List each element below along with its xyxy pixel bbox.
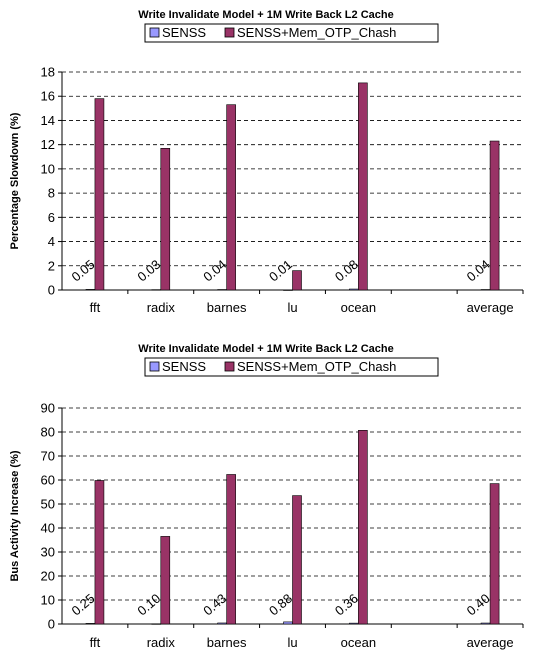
data-label-senss: 0.04	[464, 257, 493, 285]
y-tick-label: 8	[48, 186, 55, 201]
legend-swatch-senss-otp	[224, 27, 235, 38]
y-tick-label: 12	[41, 137, 55, 152]
y-tick-label: 10	[41, 593, 55, 608]
data-label-senss: 0.25	[69, 591, 98, 619]
y-tick-label: 60	[41, 473, 55, 488]
legend-swatch-senss	[149, 361, 160, 372]
bar-senss-otp	[358, 82, 368, 291]
y-tick-label: 80	[41, 425, 55, 440]
bar-senss	[217, 622, 227, 625]
data-label-senss: 0.36	[332, 591, 361, 619]
bar-senss	[85, 289, 96, 291]
x-tick-label: average	[467, 635, 514, 650]
y-tick-label: 40	[41, 521, 55, 536]
x-tick-label: average	[467, 300, 514, 315]
x-tick-label: fft	[90, 300, 101, 315]
bar-senss	[283, 289, 293, 291]
bar-senss	[480, 289, 491, 291]
bar-senss	[151, 623, 162, 625]
y-axis-label: Bus Activity Increase (%)	[9, 450, 21, 581]
y-tick-label: 14	[41, 113, 55, 128]
legend-label-senss-otp: SENSS+Mem_OTP_Chash	[237, 359, 396, 374]
bar-senss	[151, 289, 162, 291]
bar-senss-otp	[226, 104, 236, 291]
y-tick-label: 10	[41, 161, 55, 176]
bar-senss-otp	[160, 536, 171, 625]
bar-senss-otp	[94, 480, 105, 625]
data-label-senss: 0.05	[69, 257, 98, 285]
y-tick-label: 0	[48, 617, 55, 632]
x-tick-label: ocean	[341, 300, 376, 315]
bar-senss-otp	[226, 474, 236, 625]
chart-title: Write Invalidate Model + 1M Write Back L…	[138, 343, 393, 355]
legend-swatch-senss-otp	[224, 361, 235, 372]
legend: SENSS SENSS+Mem_OTP_Chash	[144, 23, 439, 43]
x-tick-label: radix	[147, 300, 176, 315]
y-tick-label: 4	[48, 234, 55, 249]
bar-senss	[217, 289, 227, 291]
bar-senss	[283, 621, 293, 625]
data-label-senss: 0.08	[332, 257, 361, 285]
data-label-senss: 0.88	[266, 591, 295, 619]
legend-box	[144, 23, 439, 43]
x-tick-label: ocean	[341, 635, 376, 650]
data-label-senss: 0.43	[200, 591, 229, 619]
bar-senss-otp	[292, 495, 302, 625]
bar-senss	[349, 288, 359, 291]
bar-senss-otp	[292, 270, 302, 291]
data-label-senss: 0.40	[464, 591, 493, 619]
chart-title: Write Invalidate Model + 1M Write Back L…	[138, 9, 393, 21]
data-label-senss: 0.10	[134, 591, 163, 619]
legend-box	[144, 357, 439, 377]
bar-senss-otp	[94, 98, 105, 291]
y-tick-label: 30	[41, 545, 55, 560]
y-tick-label: 90	[41, 401, 55, 416]
bar-senss	[480, 622, 491, 625]
legend-label-senss-otp: SENSS+Mem_OTP_Chash	[237, 25, 396, 40]
legend-swatch-senss	[149, 27, 160, 38]
bar-senss-otp	[489, 483, 500, 625]
x-tick-label: radix	[147, 635, 176, 650]
bar-senss-otp	[160, 148, 171, 291]
y-tick-label: 16	[41, 89, 55, 104]
bar-senss-otp	[489, 140, 500, 291]
y-tick-label: 6	[48, 210, 55, 225]
chart-slowdown: Write Invalidate Model + 1M Write Back L…	[9, 9, 524, 315]
x-tick-label: barnes	[207, 635, 247, 650]
y-tick-label: 50	[41, 497, 55, 512]
y-tick-label: 18	[41, 65, 55, 80]
y-tick-label: 2	[48, 258, 55, 273]
legend-label-senss: SENSS	[162, 25, 206, 40]
data-label-senss: 0.01	[266, 257, 295, 285]
y-tick-label: 20	[41, 569, 55, 584]
x-tick-label: fft	[90, 635, 101, 650]
x-tick-label: lu	[287, 635, 297, 650]
chart-bus-activity: Write Invalidate Model + 1M Write Back L…	[9, 343, 524, 650]
bar-senss-otp	[358, 430, 368, 625]
x-tick-label: barnes	[207, 300, 247, 315]
y-tick-label: 0	[48, 283, 55, 298]
data-label-senss: 0.04	[200, 257, 229, 285]
bar-senss	[349, 622, 359, 625]
bar-senss	[85, 623, 96, 625]
y-axis-label: Percentage Slowdown (%)	[9, 112, 21, 249]
legend-label-senss: SENSS	[162, 359, 206, 374]
legend: SENSS SENSS+Mem_OTP_Chash	[144, 357, 439, 377]
data-label-senss: 0.03	[134, 257, 163, 285]
x-tick-label: lu	[287, 300, 297, 315]
y-tick-label: 70	[41, 449, 55, 464]
